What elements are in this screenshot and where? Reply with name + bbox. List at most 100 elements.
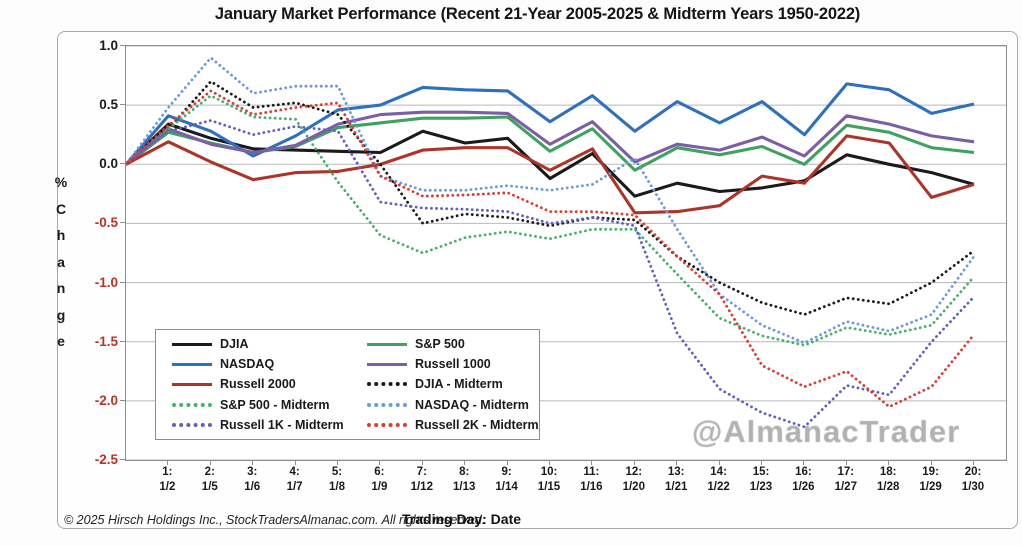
x-tick-day: 9:: [501, 466, 512, 478]
x-tick-label: 3: 1/6: [230, 465, 274, 495]
x-tick-date: 1/7: [286, 481, 303, 493]
copyright-text: © 2025 Hirsch Holdings Inc., StockTrader…: [64, 513, 486, 527]
legend-swatch-dotted-line: [367, 422, 407, 427]
x-tick-label: 12: 1/20: [612, 465, 656, 495]
x-tick-label: 16: 1/26: [781, 465, 825, 495]
legend-swatch-solid-line: [172, 362, 212, 366]
x-tick-date: 1/16: [580, 481, 603, 493]
legend-item-nasdaq: NASDAQ: [172, 354, 367, 374]
x-tick-day: 20:: [964, 466, 982, 478]
x-tick-day: 2:: [204, 466, 215, 478]
x-tick-mark: [167, 460, 169, 465]
chart-canvas: [126, 46, 1006, 460]
legend-label: DJIA - Midterm: [415, 377, 503, 392]
x-tick-label: 20: 1/30: [951, 465, 995, 495]
y-axis-title-char: %: [54, 174, 68, 190]
legend-swatch-solid-line: [172, 382, 212, 386]
legend-item-djia-midterm: DJIA - Midterm: [367, 374, 539, 394]
x-tick-mark: [930, 460, 932, 465]
legend-item-russell-1k-midterm: Russell 1K - Midterm: [172, 415, 367, 435]
x-tick-label: 2: 1/5: [188, 465, 232, 495]
x-tick-day: 7:: [416, 466, 427, 478]
x-tick-date: 1/21: [664, 481, 688, 493]
y-tick-label: 1.0: [99, 38, 118, 53]
x-tick-day: 1:: [162, 466, 173, 478]
x-tick-date: 1/29: [919, 481, 942, 493]
x-tick-mark: [209, 460, 211, 465]
legend-label: S&P 500: [415, 337, 465, 352]
y-tick-mark: [120, 399, 125, 401]
chart-title: January Market Performance (Recent 21-Ye…: [214, 5, 861, 23]
x-tick-mark: [464, 460, 466, 465]
y-tick-label: -0.5: [94, 215, 118, 231]
x-tick-label: 4: 1/7: [273, 465, 317, 495]
legend-swatch-dotted-line: [172, 422, 212, 427]
x-tick-day: 8:: [459, 466, 470, 478]
y-tick-mark: [120, 45, 125, 46]
legend-swatch-dotted-line: [367, 382, 407, 387]
x-tick-label: 13: 1/21: [654, 465, 698, 495]
x-tick-mark: [294, 460, 296, 465]
x-tick-mark: [252, 460, 254, 465]
x-tick-mark: [421, 460, 423, 465]
x-tick-day: 3:: [247, 466, 258, 478]
x-tick-day: 17:: [837, 466, 855, 478]
x-tick-mark: [379, 460, 381, 465]
x-tick-mark: [761, 460, 762, 465]
x-tick-date: 1/6: [244, 481, 261, 493]
x-axis-title: Trading Day: Date: [402, 511, 522, 527]
y-tick-label: -2.0: [94, 392, 118, 408]
legend-label: NASDAQ - Midterm: [415, 397, 529, 412]
legend-box: DJIA S&P 500 NASDAQ Russell 1000 Russell 200…: [155, 329, 540, 440]
legend-item-russell-2k-midterm: Russell 2K - Midterm: [367, 415, 539, 435]
line-russell-1000: [126, 110, 975, 166]
x-tick-mark: [845, 460, 847, 465]
x-tick-mark: [676, 460, 678, 465]
y-tick-mark: [120, 222, 125, 224]
line-nasdaq-midterm: [126, 56, 976, 345]
x-tick-day: 12:: [625, 466, 643, 478]
y-tick-mark: [120, 163, 125, 165]
line-s-p-500-midterm: [126, 94, 976, 347]
x-tick-label: 18: 1/28: [866, 465, 910, 495]
x-tick-day: 15:: [752, 466, 770, 478]
x-tick-date: 1/5: [201, 481, 218, 493]
x-tick-label: 10: 1/15: [527, 465, 571, 495]
legend-swatch-dotted-line: [172, 402, 212, 407]
y-tick-label: -1.5: [94, 333, 118, 349]
x-tick-date: 1/26: [792, 481, 815, 493]
x-tick-day: 13:: [667, 466, 685, 478]
y-tick-label: 0.0: [99, 156, 118, 172]
x-tick-day: 18:: [879, 466, 897, 478]
y-tick-label: 0.5: [99, 97, 118, 113]
x-tick-day: 19:: [922, 466, 939, 478]
legend-label: Russell 1000: [415, 357, 491, 372]
x-tick-mark: [549, 460, 550, 465]
legend-item-s-p-500-midterm: S&P 500 - Midterm: [172, 395, 367, 415]
y-tick-label: -1.0: [94, 274, 118, 290]
x-tick-label: 17: 1/27: [824, 465, 868, 495]
legend-label: S&P 500 - Midterm: [220, 397, 330, 412]
x-tick-date: 1/30: [961, 481, 985, 493]
watermark: @AlmanacTrader: [692, 414, 961, 449]
legend-label: DJIA: [220, 337, 249, 352]
legend-item-djia: DJIA: [172, 334, 367, 354]
x-tick-date: 1/27: [834, 481, 857, 493]
legend-swatch-solid-line: [172, 342, 212, 346]
line-djia-midterm: [126, 80, 976, 316]
x-tick-date: 1/15: [537, 481, 561, 493]
y-axis-title-char: C: [55, 200, 67, 217]
x-tick-day: 5:: [331, 466, 343, 478]
x-tick-label: 15: 1/23: [739, 465, 783, 495]
x-tick-day: 16:: [795, 466, 812, 478]
line-russell-1k-midterm: [126, 119, 976, 429]
x-tick-date: 1/13: [452, 481, 476, 493]
x-tick-label: 14: 1/22: [697, 465, 741, 495]
x-tick-mark: [888, 460, 890, 465]
x-tick-date: 1/8: [329, 481, 345, 493]
legend-swatch-dotted-line: [367, 402, 407, 407]
x-tick-date: 1/23: [749, 481, 773, 493]
x-tick-mark: [506, 460, 508, 465]
